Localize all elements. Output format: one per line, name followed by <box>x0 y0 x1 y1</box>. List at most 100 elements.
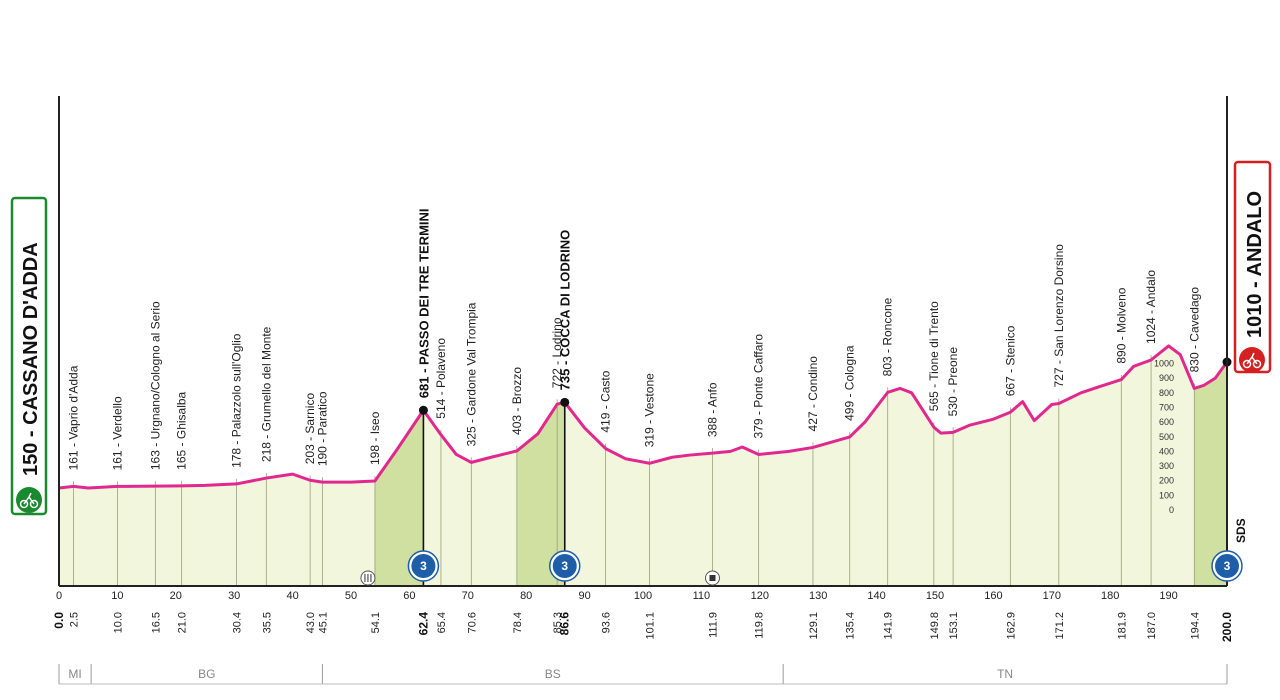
waypoint-km-label: 187.0 <box>1146 612 1158 640</box>
waypoint-label: 163 - Urgnano/Cologno al Serio <box>148 301 162 470</box>
start-label: 150 - CASSANO D'ADDA <box>20 242 42 476</box>
elevation-tick-label: 800 <box>1159 388 1174 398</box>
waypoint-label: 514 - Polaveno <box>434 338 448 419</box>
region-label: BG <box>198 667 215 681</box>
elevation-tick-label: 600 <box>1159 417 1174 427</box>
waypoint-km-label: 21.0 <box>177 612 189 633</box>
climb-category-icon <box>1215 554 1239 578</box>
x-tick-label: 30 <box>228 590 240 602</box>
elevation-tick-label: 700 <box>1159 402 1174 412</box>
start-cyclist-icon <box>16 487 42 513</box>
waypoint-label: 830 - Cavedago <box>1187 287 1201 373</box>
waypoint-km-label: 162.9 <box>1005 612 1017 640</box>
x-tick-label: 190 <box>1159 590 1177 602</box>
elevation-tick-label: 900 <box>1159 373 1174 383</box>
x-tick-label: 0 <box>56 590 62 602</box>
waypoint-label: 530 - Preone <box>946 347 960 417</box>
waypoint-label: 722 - Lodrino <box>550 317 564 388</box>
climb-category-icon <box>411 554 436 578</box>
waypoint-km-label: 43.0 <box>305 612 317 633</box>
x-tick-label: 80 <box>520 590 532 602</box>
x-tick-label: 40 <box>286 590 298 602</box>
region-label: BS <box>545 667 561 681</box>
waypoint-km-label: 171.2 <box>1054 612 1066 640</box>
waypoint-km-label: 30.4 <box>232 612 244 633</box>
waypoint-lines-group <box>73 354 1195 586</box>
waypoint-km-labels-group: 0.0 2.5 10.0 16.5 21.0 30.4 35.5 43.0 45.1 54.1 62… <box>52 612 1234 642</box>
x-tick-label: 160 <box>984 590 1002 602</box>
profile-fill-group <box>59 345 1227 586</box>
waypoint-label: 190 - Paratico <box>315 391 329 466</box>
waypoint-km-label: 85.3 <box>552 612 564 633</box>
climb-category-label: 3 <box>561 559 568 573</box>
waypoint-km-label: 129.1 <box>808 612 820 640</box>
waypoint-label: 325 - Gardone Val Trompia <box>464 302 478 446</box>
waypoint-km-label: 200.0 <box>1220 612 1234 642</box>
x-tick-label: 90 <box>578 590 590 602</box>
waypoint-km-label: 54.1 <box>370 612 382 633</box>
climb-category-label: 3 <box>1224 559 1231 573</box>
x-tick-label: 20 <box>170 590 182 602</box>
waypoint-km-label: 153.1 <box>948 612 960 640</box>
waypoint-label: 890 - Molveno <box>1114 287 1128 363</box>
waypoint-km-label: 0.0 <box>52 612 66 629</box>
waypoint-km-label: 194.4 <box>1189 612 1201 640</box>
summit-point <box>418 405 428 415</box>
x-tick-label: 60 <box>403 590 415 602</box>
elevation-tick-label: 1000 <box>1154 359 1174 369</box>
waypoint-label: 681 - PASSO DEI TRE TERMINI <box>416 208 431 398</box>
finish-label: 1010 - ANDALO <box>1244 191 1266 338</box>
waypoint-km-label: 111.9 <box>707 612 719 638</box>
finish-cyclist-wheel-icon <box>1242 359 1252 369</box>
waypoint-label: 198 - Iseo <box>368 411 382 465</box>
start-cyclist-wheel-icon <box>19 499 29 509</box>
waypoint-label: 499 - Cologna <box>843 345 857 421</box>
waypoint-km-label: 93.6 <box>601 612 613 633</box>
waypoint-km-label: 78.4 <box>512 612 524 633</box>
waypoint-km-label: 181.9 <box>1116 612 1128 640</box>
waypoint-km-label: 45.1 <box>317 612 329 633</box>
waypoint-km-label: 135.4 <box>845 612 857 640</box>
start-cyclist-frame-icon <box>23 492 35 505</box>
waypoint-label: 667 - Stenico <box>1003 325 1017 396</box>
waypoint-label: 419 - Casto <box>599 370 613 432</box>
finish-cyclist-icon <box>1239 347 1265 373</box>
waypoint-km-label: 2.5 <box>69 612 81 627</box>
waypoint-km-label: 149.8 <box>929 612 941 640</box>
x-tick-label: 70 <box>462 590 474 602</box>
climb-section-area <box>1194 362 1227 586</box>
x-tick-label: 120 <box>751 590 769 602</box>
waypoint-label: 203 - Sarnico <box>303 393 317 465</box>
waypoint-labels-group: 161 - Vaprio d'Adda 161 - Verdello 163 - U… <box>67 208 1202 470</box>
waypoint-km-label: 101.1 <box>644 612 656 640</box>
waypoint-label: 727 - San Lorenzo Dorsino <box>1052 244 1066 388</box>
regions-group: MI BG BS TN <box>58 664 1228 685</box>
x-ticks-group: 0 10 20 30 40 50 60 70 80 90 100 110 120 130 140 150 160… <box>56 590 1178 602</box>
waypoint-label: 319 - Vestone <box>642 373 656 447</box>
icons-group: 3 3 3 <box>360 550 1243 586</box>
region-label: MI <box>68 667 81 681</box>
waypoint-km-label: 65.4 <box>436 612 448 633</box>
elevation-tick-label: 100 <box>1159 490 1174 500</box>
waypoint-label: 218 - Grumello del Monte <box>259 326 273 462</box>
elevation-tick-label: 0 <box>1169 505 1174 515</box>
summit-point <box>560 397 570 407</box>
x-tick-label: 50 <box>345 590 357 602</box>
elevation-tick-label: 200 <box>1159 476 1174 486</box>
waypoint-label: 161 - Verdello <box>110 396 124 470</box>
profile-area <box>59 345 1227 586</box>
elevation-tick-label: 300 <box>1159 461 1174 471</box>
x-tick-label: 140 <box>867 590 885 602</box>
feed-zone-icon-center <box>709 575 716 581</box>
start-badge-frame <box>10 196 48 516</box>
x-tick-label: 170 <box>1043 590 1061 602</box>
elevation-scale-group: 0 100 200 300 400 500 600 700 800 900 1000 <box>1154 359 1174 516</box>
waypoint-km-label: 10.0 <box>112 612 124 633</box>
x-tick-label: 10 <box>111 590 123 602</box>
waypoint-label: 388 - Anfo <box>705 382 719 437</box>
waypoint-label: 427 - Condino <box>806 356 820 432</box>
profile-line <box>58 344 1229 490</box>
elevation-tick-label: 400 <box>1159 446 1174 456</box>
climb-section-area <box>374 410 424 586</box>
